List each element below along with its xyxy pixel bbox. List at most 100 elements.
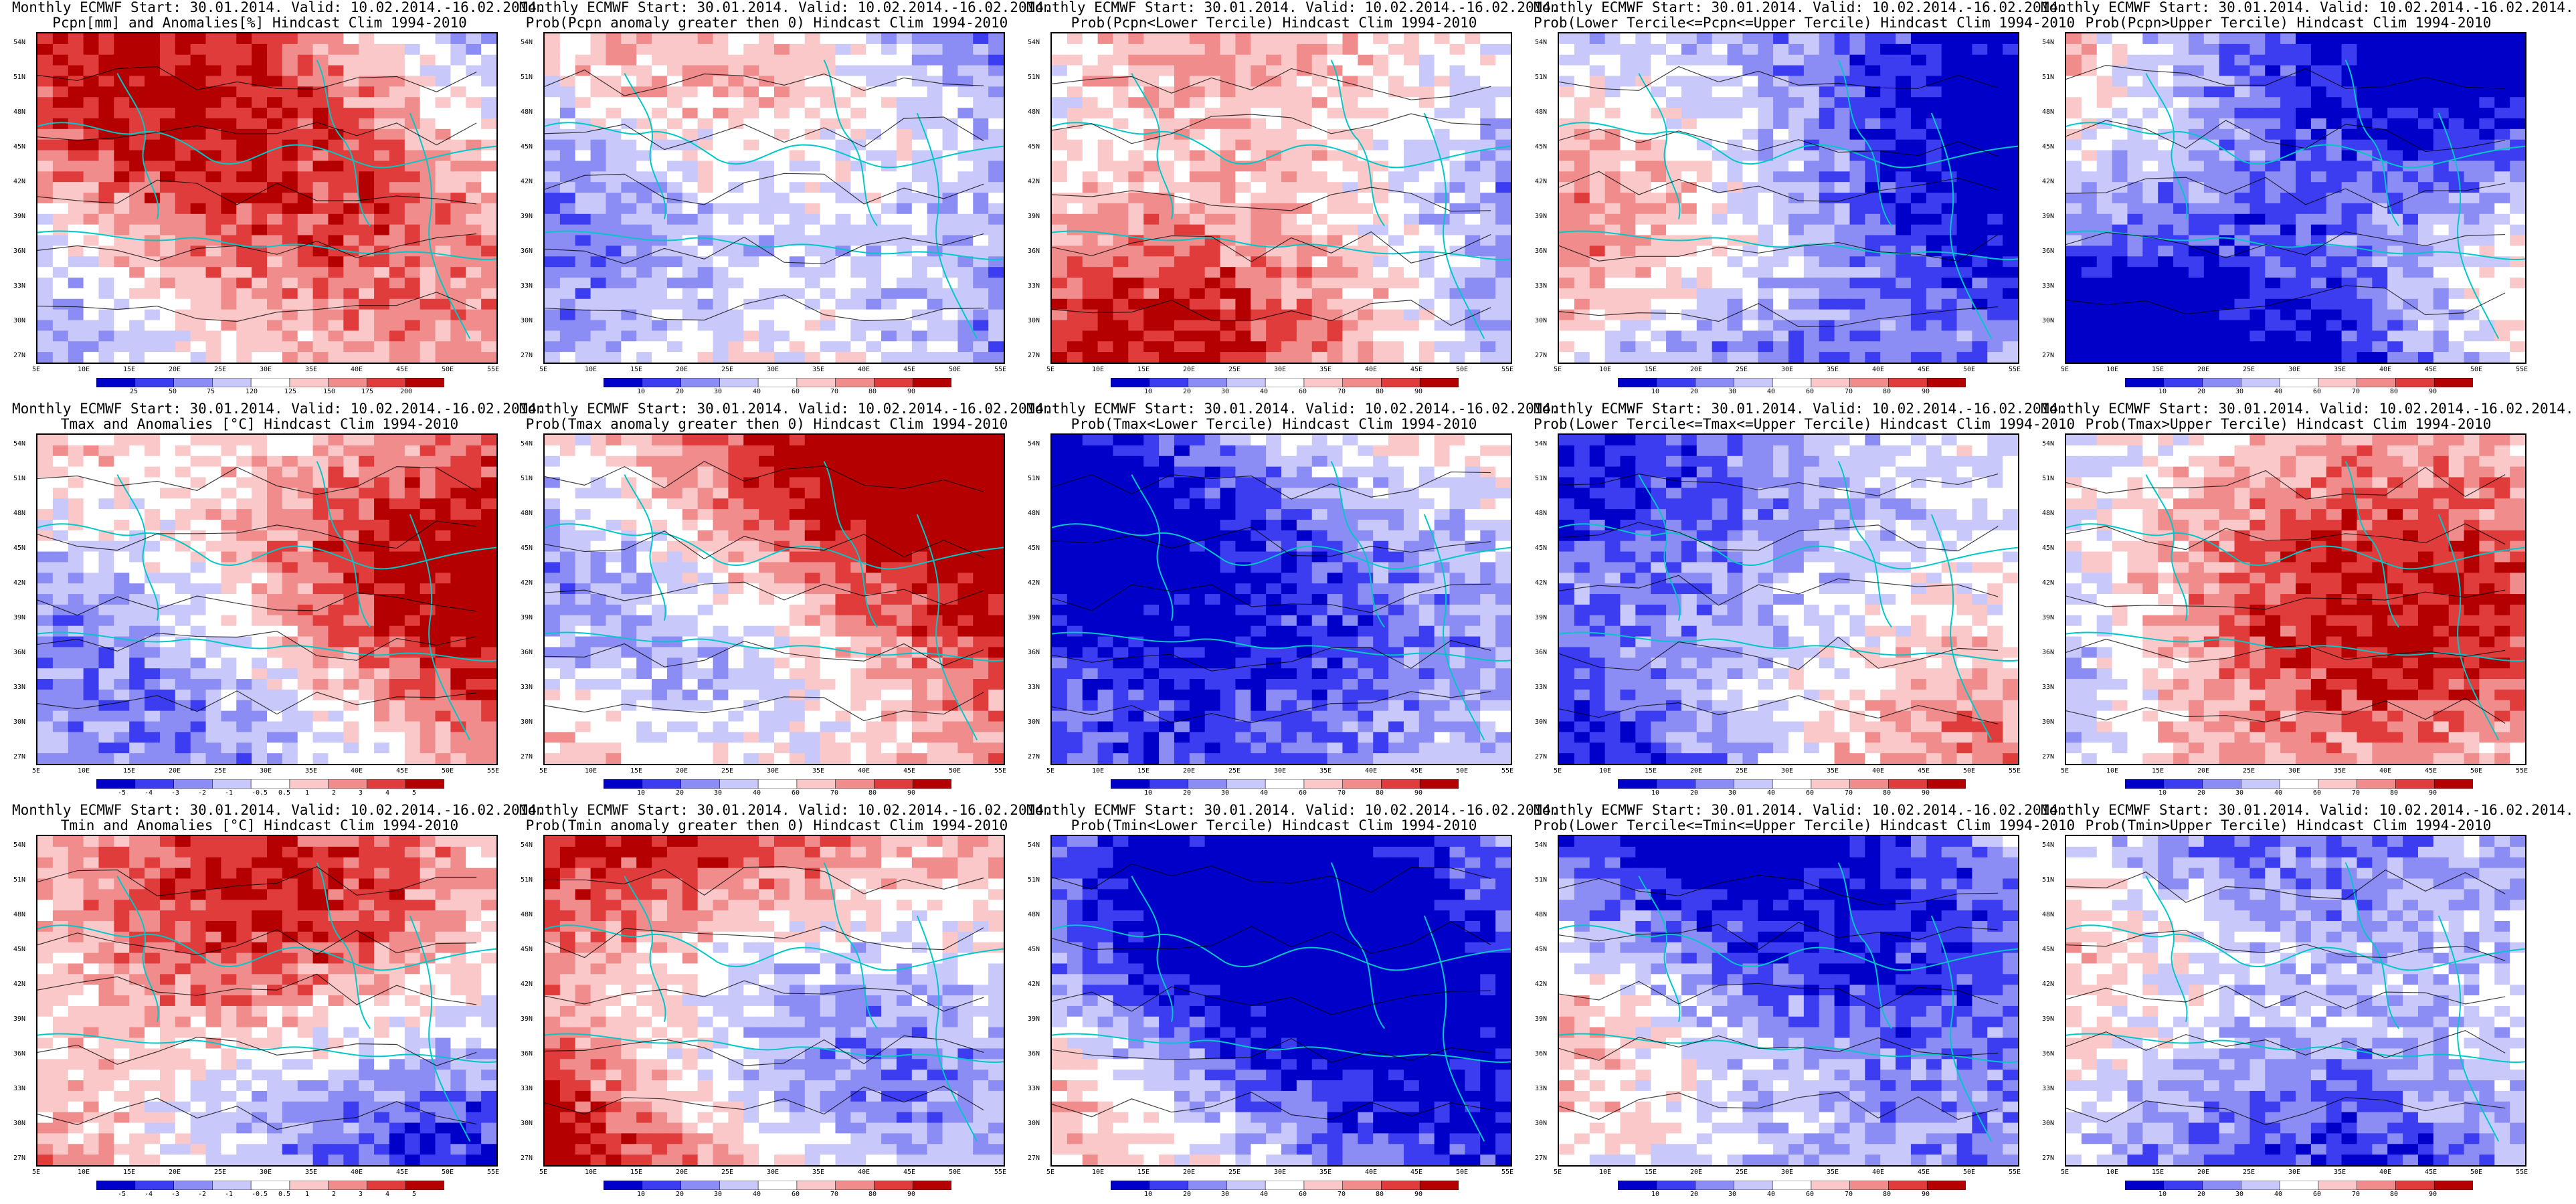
lon-label: 20E (169, 366, 181, 373)
colorbar-tick: 20 (2197, 1191, 2206, 1198)
lon-label: 50E (949, 366, 961, 373)
lon-label: 15E (2152, 1169, 2165, 1176)
lat-label: 36N (1028, 649, 1040, 656)
panel-title-line1: Monthly ECMWF Start: 30.01.2014. Valid: … (12, 802, 545, 818)
forecast-map (1050, 32, 1512, 364)
colorbar-tick: 20 (1690, 1191, 1699, 1198)
panel-title: Monthly ECMWF Start: 30.01.2014. Valid: … (12, 401, 545, 432)
lon-label: 55E (487, 1169, 500, 1176)
colorbar-tick: -1 (225, 789, 234, 797)
lat-label: 42N (1535, 981, 1548, 988)
panel-title-line1: Monthly ECMWF Start: 30.01.2014. Valid: … (1026, 0, 1560, 15)
lon-label: 10E (1599, 1169, 1612, 1176)
lon-label: 30E (1781, 767, 1794, 775)
panel-title-line2: Prob(Tmin>Upper Tercile) Hindcast Clim 1… (2085, 817, 2492, 833)
colorbar-tick: 40 (1260, 388, 1269, 395)
colorbar-tick: 90 (907, 1191, 916, 1198)
colorbar-tick: 70 (830, 789, 839, 797)
lon-label: 45E (396, 366, 409, 373)
colorbar-tick: 20 (676, 388, 684, 395)
panel-title-line2: Prob(Pcpn<Lower Tercile) Hindcast Clim 1… (1071, 15, 1477, 31)
lon-label: 20E (169, 767, 181, 775)
lat-label: 33N (521, 282, 533, 290)
lat-label: 33N (1028, 282, 1040, 290)
lat-label: 39N (13, 1015, 26, 1023)
lon-label: 10E (2106, 767, 2119, 775)
lat-label: 51N (1535, 74, 1548, 81)
panel-title-line2: Tmax and Anomalies [°C] Hindcast Clim 19… (60, 416, 459, 432)
forecast-map (1558, 835, 2019, 1167)
lat-label: 45N (521, 946, 533, 953)
lat-label: 27N (1028, 753, 1040, 761)
colorbar-tick: 90 (2429, 1191, 2437, 1198)
colorbar-tick: 80 (1376, 388, 1384, 395)
lon-label: 55E (2516, 767, 2528, 775)
lat-label: 54N (13, 841, 26, 849)
lat-label: 30N (1028, 1120, 1040, 1127)
colorbar-tick: 80 (1376, 789, 1384, 797)
colorbar-tick: 40 (2274, 789, 2283, 797)
forecast-map (2065, 433, 2526, 765)
lat-label: 36N (521, 1050, 533, 1058)
lat-label: 54N (2042, 440, 2055, 447)
panel-title-line1: Monthly ECMWF Start: 30.01.2014. Valid: … (2041, 0, 2574, 15)
lat-label: 27N (1028, 1155, 1040, 1162)
lon-label: 5E (32, 1169, 41, 1176)
colorbar (1111, 378, 1459, 387)
map-panel-p3: Monthly ECMWF Start: 30.01.2014. Valid: … (1026, 0, 1560, 395)
lat-label: 33N (521, 1085, 533, 1092)
colorbar-tick: 70 (830, 388, 839, 395)
lon-label: 25E (214, 1169, 227, 1176)
lat-label: 30N (1535, 718, 1548, 726)
lat-label: 54N (1028, 39, 1040, 46)
colorbar-tick: 60 (792, 388, 800, 395)
panel-title: Monthly ECMWF Start: 30.01.2014. Valid: … (519, 401, 1052, 432)
colorbar-tick: 70 (1338, 388, 1346, 395)
lon-label: 5E (1046, 366, 1055, 373)
colorbar-tick: 30 (1728, 388, 1737, 395)
lon-label: 55E (1501, 366, 1514, 373)
lat-label: 27N (2042, 1155, 2055, 1162)
lat-label: 45N (2042, 143, 2055, 150)
lat-label: 51N (1028, 876, 1040, 884)
map-panel-p15: Monthly ECMWF Start: 30.01.2014. Valid: … (2041, 803, 2574, 1198)
lon-label: 55E (1501, 767, 1514, 775)
lat-label: 30N (2042, 317, 2055, 324)
colorbar-tick: 10 (637, 789, 646, 797)
lon-label: 25E (1736, 767, 1748, 775)
lon-label: 40E (2379, 1169, 2392, 1176)
lon-label: 35E (812, 366, 825, 373)
colorbar-tick: 60 (1806, 789, 1815, 797)
panel-title-line2: Prob(Tmin anomaly greater then 0) Hindca… (525, 817, 1008, 833)
colorbar-tick: 90 (2429, 388, 2437, 395)
lat-label: 39N (2042, 1015, 2055, 1023)
lat-label: 30N (13, 718, 26, 726)
colorbar-tick: 40 (1767, 789, 1776, 797)
lon-label: 20E (676, 767, 688, 775)
colorbar (604, 378, 951, 387)
lon-label: 45E (396, 1169, 409, 1176)
lon-label: 50E (442, 1169, 454, 1176)
panel-title: Monthly ECMWF Start: 30.01.2014. Valid: … (519, 0, 1052, 31)
forecast-map (36, 32, 498, 364)
panel-title-line1: Monthly ECMWF Start: 30.01.2014. Valid: … (519, 0, 1052, 15)
lon-label: 30E (260, 366, 272, 373)
lon-label: 5E (1554, 767, 1562, 775)
lon-label: 30E (2288, 366, 2301, 373)
lat-label: 39N (13, 614, 26, 621)
lon-label: 30E (1274, 366, 1287, 373)
lat-label: 45N (1535, 946, 1548, 953)
lat-label: 42N (1028, 981, 1040, 988)
colorbar-tick: 5 (412, 789, 417, 797)
colorbar-tick: 40 (1767, 388, 1776, 395)
lon-label: 15E (630, 1169, 643, 1176)
lon-label: 45E (1410, 1169, 1423, 1176)
lon-label: 50E (2470, 1169, 2483, 1176)
colorbar-tick: 10 (637, 1191, 646, 1198)
lon-label: 15E (1137, 1169, 1150, 1176)
colorbar-tick: 60 (2313, 789, 2322, 797)
colorbar-tick: 10 (2158, 789, 2167, 797)
lon-label: 25E (721, 366, 734, 373)
lon-label: 20E (1690, 366, 1703, 373)
lon-label: 35E (2334, 366, 2347, 373)
